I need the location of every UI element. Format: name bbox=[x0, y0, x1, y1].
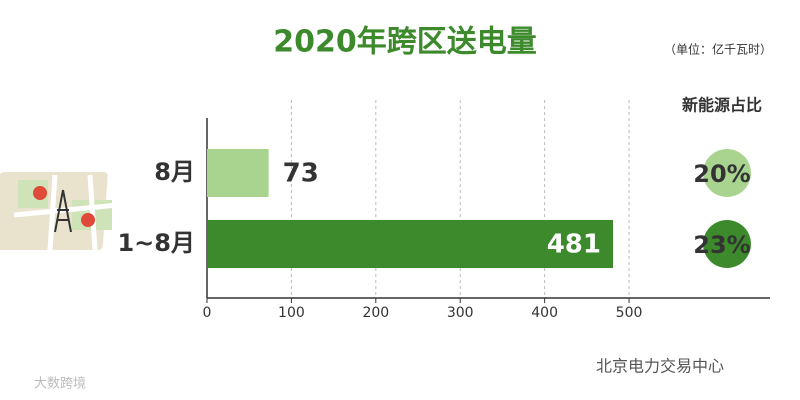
unit-label: （单位：亿千瓦时） bbox=[664, 42, 772, 57]
category-label: 8月 bbox=[154, 158, 195, 186]
x-tick-label: 200 bbox=[362, 305, 389, 321]
share-circle bbox=[703, 149, 751, 197]
share-circle bbox=[703, 220, 751, 268]
share-label: 20% bbox=[693, 160, 750, 188]
value-label: 481 bbox=[547, 230, 601, 260]
x-tick-label: 500 bbox=[616, 305, 643, 321]
x-tick-label: 100 bbox=[278, 305, 305, 321]
watermark: 大数跨境 bbox=[34, 377, 86, 392]
share-label: 23% bbox=[693, 231, 750, 259]
x-tick-label: 400 bbox=[531, 305, 558, 321]
share-title: 新能源占比 bbox=[682, 96, 762, 115]
x-tick-label: 300 bbox=[447, 305, 474, 321]
category-label: 1~8月 bbox=[117, 229, 195, 257]
x-tick-label: 0 bbox=[203, 305, 212, 321]
bar bbox=[207, 220, 614, 268]
chart-title: 2020年跨区送电量 bbox=[273, 25, 537, 60]
value-label: 73 bbox=[283, 159, 319, 189]
watermark: 北京电力交易中心 bbox=[596, 357, 724, 376]
map-icon bbox=[0, 172, 119, 251]
bar bbox=[207, 149, 269, 197]
